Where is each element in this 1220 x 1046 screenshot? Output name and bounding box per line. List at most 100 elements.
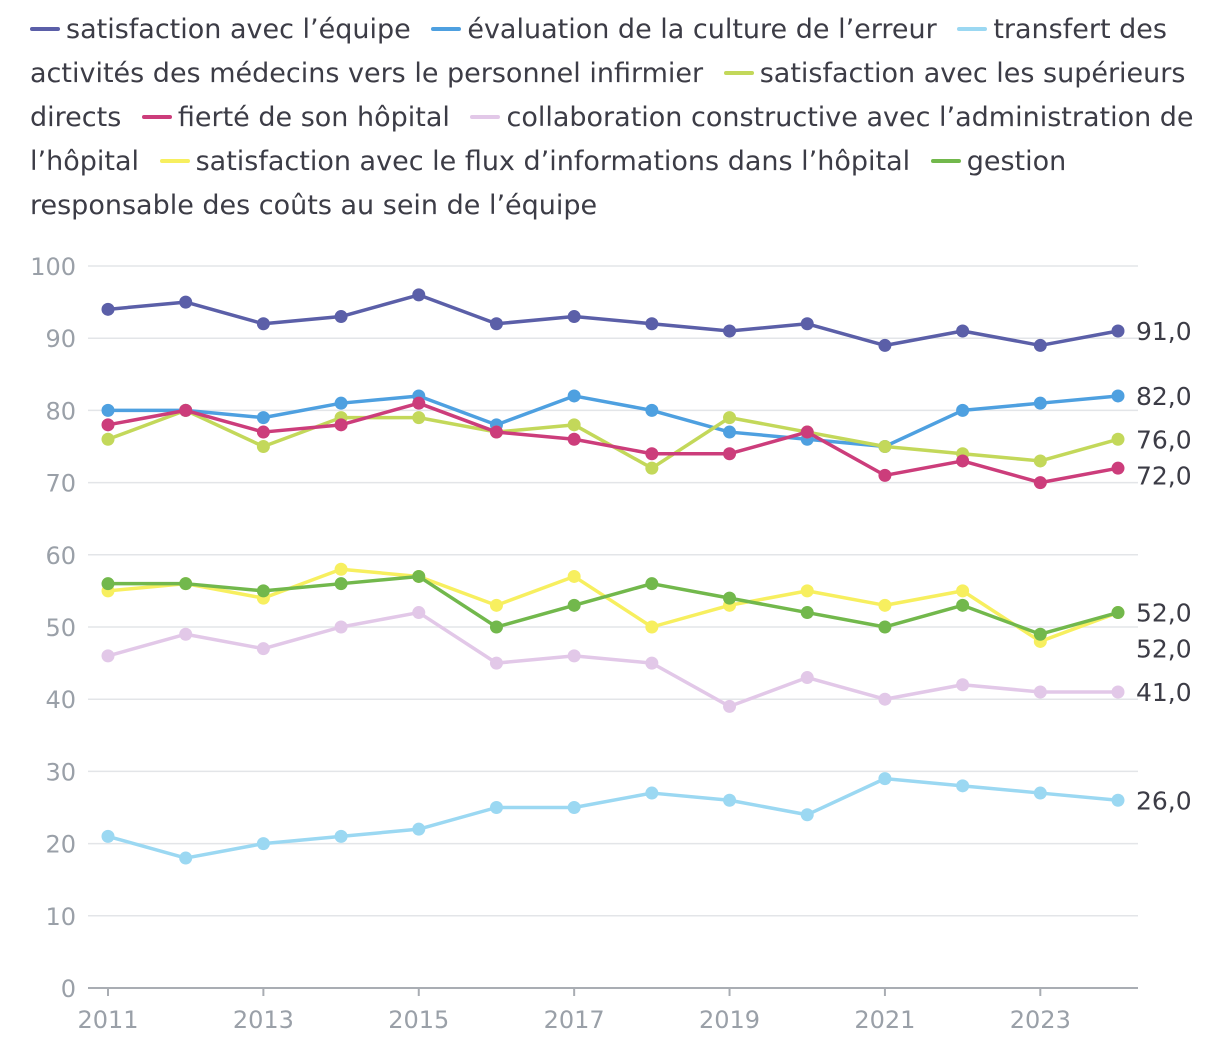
legend-swatch [723,70,754,75]
data-point [645,461,659,475]
y-tick-label: 80 [45,397,76,425]
data-point [567,389,581,403]
legend-item: satisfaction avec le flux d’informations… [159,146,910,177]
data-point [956,324,970,338]
series-line [107,567,1119,644]
data-point [1111,432,1125,446]
legend-label: fierté de son hôpital [177,102,450,133]
data-point [1111,685,1125,699]
series-line [107,293,1119,348]
data-point [179,577,193,591]
series-line [108,394,1119,449]
end-value-label: 52,0 [1136,599,1192,628]
series-line [108,574,1119,636]
series-7 [101,569,1125,641]
data-point [723,699,737,713]
legend-item: évaluation de la culture de l’erreur [431,14,937,45]
legend-swatch [159,158,190,163]
data-point [101,649,115,663]
data-point [489,801,503,814]
data-point [567,598,581,612]
data-point [489,620,503,634]
end-value-label: 26,0 [1136,786,1192,815]
x-tick-label: 2017 [544,1006,605,1034]
data-point [1111,389,1125,403]
y-tick-label: 90 [45,325,76,353]
legend-swatch [470,114,501,119]
series-line [107,401,1119,485]
data-point [956,584,970,598]
x-tick-label: 2021 [854,1006,915,1034]
legend-label: satisfaction avec les supérieurs directs [30,58,1186,133]
legend-item: collaboration constructive avec l’admini… [30,102,1194,177]
data-point [956,454,970,468]
data-point [800,584,814,598]
data-point [101,418,115,432]
data-point [723,591,737,605]
data-point [723,793,737,807]
legend-item: gestion responsable des coûts au sein de… [30,146,1066,221]
data-point [1033,396,1047,410]
series-2 [101,772,1125,865]
data-point [567,432,581,446]
data-point [489,598,503,612]
legend-swatch [141,114,172,119]
data-point [878,440,892,453]
data-point [256,837,270,851]
data-point [334,396,348,410]
data-point [256,411,270,425]
end-value-label: 82,0 [1136,382,1192,411]
data-point [334,562,348,576]
legend-label: transfert des activités des médecins ver… [30,14,1167,89]
y-tick-label: 10 [45,903,76,931]
y-tick-label: 100 [30,253,76,281]
data-point [1033,627,1047,641]
data-point [800,606,814,620]
legend-swatch [431,26,462,31]
data-point [956,678,970,692]
data-point [645,786,659,800]
data-point [101,403,115,417]
data-point [179,851,193,865]
data-point [800,808,814,822]
data-point [412,569,426,583]
data-point [645,620,659,634]
data-point [256,425,270,439]
data-point [878,338,892,352]
data-point [1033,476,1047,490]
data-point [1033,786,1047,800]
end-value-label: 72,0 [1136,461,1192,490]
data-point [1033,454,1047,468]
series-6 [101,562,1125,648]
data-point [489,656,503,670]
data-point [412,411,426,425]
end-value-label: 76,0 [1136,425,1192,454]
data-point [256,440,270,453]
data-point [334,620,348,634]
legend-label: collaboration constructive avec l’admini… [30,102,1194,177]
data-point [256,317,270,331]
data-point [101,302,115,316]
data-point [334,829,348,843]
data-point [101,577,115,591]
y-tick-label: 30 [45,758,76,786]
end-labels: 91,0 82,0 76,0 72,0 52,0 52,0 41,0 26,0 [1136,317,1192,815]
y-tick-label: 20 [45,831,76,859]
data-point [878,772,892,786]
data-point [723,447,737,461]
data-point [1111,461,1125,475]
legend-swatch [30,26,60,31]
series-group [101,288,1125,865]
data-point [412,822,426,836]
series-5 [101,606,1125,713]
legend-swatch [957,26,988,31]
data-point [1111,793,1125,807]
data-point [645,577,659,591]
data-point [179,295,193,309]
y-tick-label: 50 [45,614,76,642]
data-point [1033,338,1047,352]
x-tick-label: 2019 [699,1006,760,1034]
data-point [878,620,892,634]
data-point [645,656,659,670]
legend: satisfaction avec l’équipe évaluation de… [30,8,1205,228]
